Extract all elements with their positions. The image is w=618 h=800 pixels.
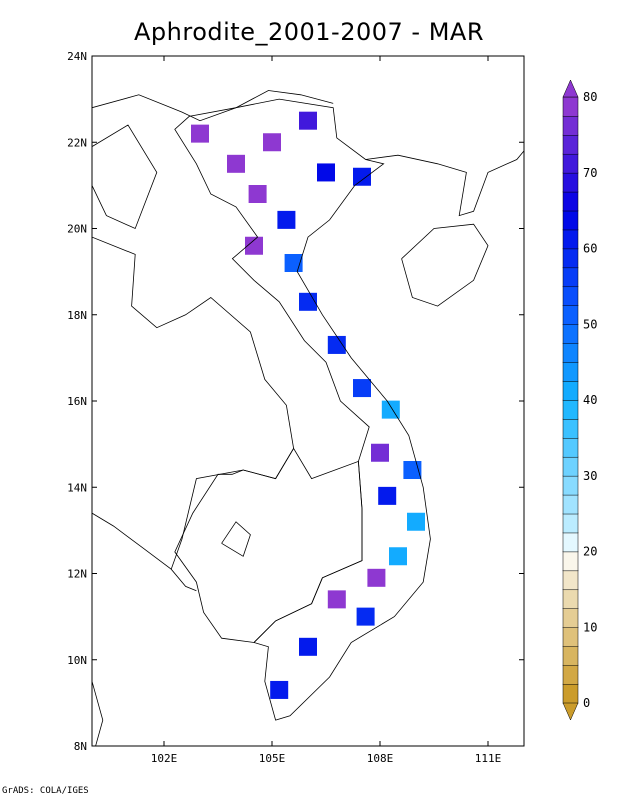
country-outlines: [92, 90, 524, 746]
precip-cell: [317, 163, 335, 182]
colorbar-bin: [562, 286, 579, 306]
precip-cell: [191, 124, 209, 143]
coastline-path: [92, 681, 104, 746]
colorbar-bin: [562, 645, 579, 666]
lat-tick-label: 14N: [67, 481, 87, 494]
precip-cell: [356, 607, 375, 626]
colorbar-bin: [562, 229, 579, 250]
precip-cell: [327, 590, 346, 609]
colorbar-bin: [562, 456, 579, 477]
precip-cell: [367, 568, 386, 587]
colorbar-bin: [562, 399, 579, 420]
colorbar-bin: [562, 627, 579, 647]
colorbar-bin: [562, 324, 579, 344]
precip-cell: [353, 167, 371, 186]
chart-title: Aphrodite_2001-2007 - MAR: [134, 18, 484, 46]
precip-cell: [248, 185, 267, 203]
lat-tick-label: 10N: [67, 654, 87, 667]
precip-cell: [371, 443, 389, 462]
colorbar: 80 70 60 50 40 30 20 10 0: [562, 79, 597, 721]
colorbar-tick-label: 10: [583, 620, 597, 634]
precip-cell: [353, 379, 371, 398]
colorbar-bin: [562, 551, 579, 572]
colorbar-bin: [562, 608, 579, 628]
precip-cells: [191, 111, 425, 699]
credit-text: GrADS: COLA/IGES: [2, 786, 89, 796]
colorbar-bin: [562, 134, 579, 155]
coastline-path: [221, 521, 251, 557]
colorbar-bin: [562, 267, 579, 288]
colorbar-bin: [562, 342, 579, 363]
precip-cell: [263, 133, 281, 152]
axis-ticks: 24N 22N 20N 18N 16N 14N 12N 10N 8N 102E 105E 108E 11…: [67, 50, 524, 765]
lat-tick-label: 22N: [67, 136, 87, 149]
colorbar-bin: [562, 380, 579, 401]
precip-cell: [381, 400, 400, 419]
lon-tick-label: 102E: [151, 752, 178, 765]
precip-cell: [389, 547, 407, 566]
lat-tick-label: 18N: [67, 309, 87, 322]
colorbar-tick-label: 60: [583, 242, 597, 256]
precip-cell: [299, 111, 317, 130]
colorbar-bin: [562, 153, 579, 174]
colorbar-bin: [562, 494, 579, 515]
colorbar-bin: [562, 532, 579, 553]
colorbar-bin: [562, 437, 579, 458]
colorbar-tick-label: 80: [583, 90, 597, 104]
colorbar-bin: [562, 191, 579, 212]
coastline-path: [401, 223, 489, 307]
colorbar-tick-label: 20: [583, 545, 597, 559]
colorbar-tick-label: 70: [583, 166, 597, 180]
colorbar-max-arrow: [562, 79, 579, 98]
colorbar-bin: [562, 570, 579, 591]
colorbar-tick-label: 30: [583, 469, 597, 483]
colorbar-bin: [562, 683, 579, 704]
colorbar-bin: [562, 210, 579, 231]
colorbar-tick-label: 40: [583, 393, 597, 407]
precip-cell: [270, 680, 289, 699]
colorbar-bin: [562, 664, 579, 685]
precip-cell: [299, 637, 317, 656]
coastline-path: [174, 447, 363, 643]
coastline-path: [174, 107, 370, 643]
coastline-path: [92, 90, 334, 122]
colorbar-bin: [562, 305, 579, 325]
colorbar-bin: [562, 361, 579, 382]
precip-cell: [407, 512, 425, 531]
colorbar-bin: [562, 475, 579, 496]
lat-tick-label: 12N: [67, 568, 87, 581]
precip-cell: [327, 335, 346, 354]
precip-cell: [299, 292, 317, 311]
colorbar-bin: [562, 115, 579, 136]
precip-cell: [245, 236, 263, 255]
precip-cell: [277, 210, 296, 229]
coastline-path: [365, 150, 524, 217]
colorbar-bin: [562, 96, 579, 117]
colorbar-bin: [562, 513, 579, 534]
lon-tick-label: 111E: [475, 752, 502, 765]
coastline-path: [92, 124, 158, 230]
colorbar-bin: [562, 172, 579, 193]
colorbar-bin: [562, 418, 579, 439]
precip-cell: [227, 154, 245, 173]
coastline-path: [92, 236, 295, 570]
lat-tick-label: 24N: [67, 50, 87, 63]
colorbar-min-arrow: [562, 702, 579, 721]
colorbar-tick-label: 0: [583, 696, 590, 710]
colorbar-bin: [562, 248, 579, 269]
colorbar-tick-label: 50: [583, 317, 597, 331]
lon-tick-label: 105E: [259, 752, 286, 765]
lon-tick-label: 108E: [367, 752, 394, 765]
lat-tick-label: 8N: [74, 740, 87, 753]
precip-cell: [378, 486, 397, 505]
lat-tick-label: 20N: [67, 223, 87, 236]
coastline-path: [92, 512, 197, 592]
lat-tick-label: 16N: [67, 395, 87, 408]
colorbar-bin: [562, 589, 579, 609]
